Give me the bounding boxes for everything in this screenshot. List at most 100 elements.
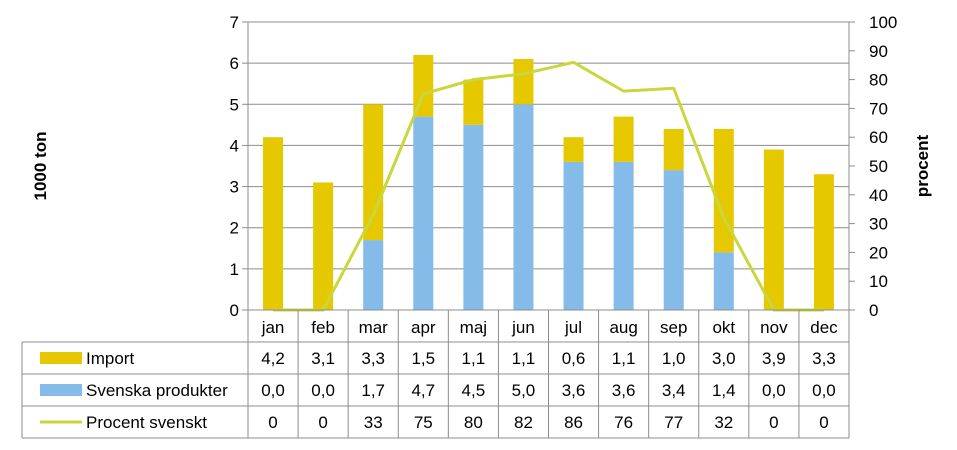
table-cell: 1,1 — [462, 349, 486, 368]
y-tick-label: 5 — [230, 95, 239, 114]
bar-import — [713, 128, 734, 253]
bar-svenska — [563, 161, 584, 310]
table-cell: 0,0 — [311, 381, 335, 400]
table-cell: 0 — [769, 413, 778, 432]
table-cell: 3,4 — [662, 381, 686, 400]
y2-tick-label: 10 — [869, 272, 888, 291]
bar-import — [413, 54, 434, 117]
x-tick-label: sep — [660, 318, 687, 337]
x-tick-label: jun — [511, 318, 535, 337]
x-tick-label: jul — [564, 318, 582, 337]
y-tick-label: 3 — [230, 178, 239, 197]
bar-import — [613, 116, 634, 162]
bar-import — [463, 79, 484, 125]
y-axis-ticks: 0 1 2 3 4 5 6 7 — [230, 13, 239, 320]
table-cell: 32 — [714, 413, 733, 432]
y-tick-label: 2 — [230, 219, 239, 238]
x-tick-label: nov — [760, 318, 788, 337]
x-tick-label: feb — [311, 318, 335, 337]
bar-import — [263, 137, 284, 310]
y2-tick-label: 40 — [869, 186, 888, 205]
bar-import — [563, 137, 584, 162]
data-table: jan feb mar apr maj jun jul aug sep okt nov dec Impo… — [21, 310, 850, 439]
x-tick-label: jan — [261, 318, 285, 337]
table-cell: 1,4 — [712, 381, 736, 400]
table-cell: 0,0 — [762, 381, 786, 400]
legend-label: Svenska produkter — [86, 381, 228, 400]
x-tick-label: dec — [810, 318, 838, 337]
table-cell: 80 — [464, 413, 483, 432]
bar-svenska — [413, 116, 434, 310]
table-cell: 1,1 — [512, 349, 536, 368]
bar-import — [813, 174, 834, 310]
table-cell: 4,2 — [261, 349, 285, 368]
legend-key-svenska — [40, 384, 82, 396]
bar-import — [763, 149, 784, 310]
y2-tick-label: 0 — [869, 301, 878, 320]
bar-svenska — [513, 104, 534, 311]
legend-label: Import — [86, 349, 134, 368]
table-cell: 3,9 — [762, 349, 786, 368]
bar-import — [513, 59, 534, 105]
x-tick-label: mar — [359, 318, 389, 337]
y-tick-label: 4 — [230, 136, 239, 155]
table-cell: 0,6 — [562, 349, 586, 368]
y2-tick-label: 50 — [869, 157, 888, 176]
table-cell: 1,7 — [361, 381, 385, 400]
y-tick-label: 1 — [230, 260, 239, 279]
table-cell: 1,0 — [662, 349, 686, 368]
percent-series-line — [273, 60, 824, 312]
bar-svenska — [663, 170, 684, 310]
table-cell: 3,1 — [311, 349, 335, 368]
table-cell: 75 — [414, 413, 433, 432]
table-cell: 4,7 — [411, 381, 435, 400]
table-cell: 1,5 — [411, 349, 435, 368]
legend-key-import — [40, 352, 82, 364]
table-cell: 0 — [318, 413, 327, 432]
y2-axis-title: procent — [913, 134, 932, 197]
y2-tick-label: 30 — [869, 215, 888, 234]
table-cell: 0,0 — [261, 381, 285, 400]
x-tick-label: aug — [609, 318, 637, 337]
y2-tick-label: 20 — [869, 243, 888, 262]
bar-svenska — [713, 252, 734, 310]
table-cell: 3,6 — [612, 381, 636, 400]
gridlines — [248, 21, 849, 270]
y2-tick-label: 60 — [869, 128, 888, 147]
y-axis-title: 1000 ton — [31, 132, 50, 201]
bars — [263, 54, 834, 311]
table-cell: 5,0 — [512, 381, 536, 400]
table-cell: 82 — [514, 413, 533, 432]
table-cell: 76 — [614, 413, 633, 432]
x-tick-label: maj — [460, 318, 487, 337]
table-cell: 3,3 — [361, 349, 385, 368]
y2-tick-label: 100 — [869, 13, 897, 32]
table-cell: 0 — [819, 413, 828, 432]
table-cell: 3,0 — [712, 349, 736, 368]
table-cell: 77 — [664, 413, 683, 432]
x-tick-label: apr — [411, 318, 436, 337]
bar-import — [363, 104, 384, 241]
x-tick-label: okt — [712, 318, 735, 337]
y-tick-label: 0 — [230, 301, 239, 320]
bar-svenska — [363, 240, 384, 310]
bar-import — [663, 128, 684, 171]
table-cell: 0 — [268, 413, 277, 432]
table-cell: 33 — [364, 413, 383, 432]
legend-label: Procent svenskt — [86, 413, 207, 432]
y-tick-label: 7 — [230, 13, 239, 32]
y2-tick-label: 80 — [869, 71, 888, 90]
table-cell: 86 — [564, 413, 583, 432]
table-cell: 3,6 — [562, 381, 586, 400]
bar-svenska — [613, 161, 634, 310]
table-cell: 4,5 — [462, 381, 486, 400]
axes — [242, 21, 855, 311]
table-cell: 3,3 — [812, 349, 836, 368]
table-cell: 1,1 — [612, 349, 636, 368]
y-tick-label: 6 — [230, 54, 239, 73]
table-cell: 0,0 — [812, 381, 836, 400]
bar-svenska — [463, 124, 484, 310]
y2-tick-label: 70 — [869, 99, 888, 118]
bar-import — [313, 182, 334, 310]
